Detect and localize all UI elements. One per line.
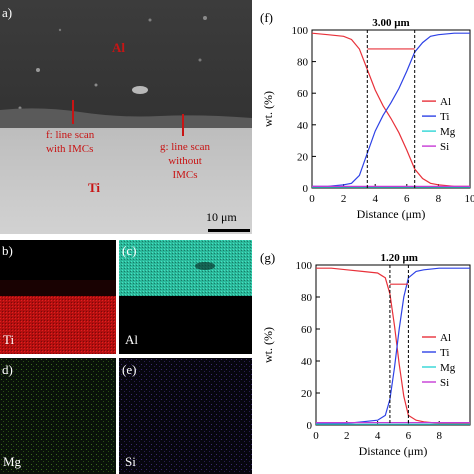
- y-tick-label: 40: [301, 356, 313, 368]
- series-line-ti: [312, 32, 470, 187]
- plot-frame-g: [315, 264, 471, 426]
- x-tick-label: 2: [341, 193, 347, 205]
- line-scan-g-caption: g: line scan without IMCs: [148, 140, 222, 182]
- legend-label-ti: Ti: [440, 111, 449, 123]
- y-tick-label: 80: [297, 57, 309, 69]
- al-map-element: Al: [125, 332, 138, 347]
- plot-frame-f: [311, 29, 471, 189]
- x-tick-label: 6: [406, 430, 412, 442]
- line-scan-g-marker: [182, 114, 184, 136]
- sem-image-panel: a) Al Ti f: line scan with IMCs g: line …: [0, 0, 252, 234]
- x-axis-label: Distance (μm): [357, 207, 426, 221]
- x-tick-label: 4: [372, 193, 378, 205]
- ti-map: [0, 280, 116, 354]
- legend-label-mg: Mg: [440, 362, 456, 374]
- y-tick-label: 100: [292, 25, 309, 37]
- al-map-panel: (c) Al: [119, 240, 252, 354]
- y-tick-label: 0: [303, 183, 309, 195]
- x-axis-label: Distance (μm): [359, 444, 428, 458]
- legend-label-si: Si: [440, 377, 449, 389]
- si-map: [119, 358, 252, 474]
- x-tick-label: 8: [436, 193, 442, 205]
- mg-map-panel: d) Mg: [0, 358, 116, 474]
- y-tick-label: 100: [296, 260, 313, 272]
- line-scan-chart-g: (g) 0 20 40 60 80 100 0 2 4 6 8 Distance (μm) wt. (%)…: [260, 250, 471, 458]
- si-map-panel: (e) Si: [119, 358, 252, 474]
- panel-a-label: a): [2, 5, 13, 20]
- al-map: [119, 240, 252, 296]
- width-annotation: 3.00 μm: [372, 17, 409, 29]
- x-tick-label: 0: [313, 430, 319, 442]
- line-scan-f-marker: [72, 100, 74, 124]
- x-tick-label: 8: [436, 430, 442, 442]
- y-tick-label: 80: [301, 292, 313, 304]
- x-tick-label: 6: [404, 193, 410, 205]
- x-tick-label: 2: [344, 430, 350, 442]
- legend-label-al: Al: [440, 96, 451, 108]
- y-axis-label: wt. (%): [261, 91, 275, 127]
- legend-label-ti: Ti: [440, 347, 449, 359]
- panel-label-f: (f): [260, 10, 273, 25]
- al-region-label: Al: [112, 40, 125, 55]
- legend-label-al: Al: [440, 332, 451, 344]
- y-tick-label: 0: [307, 420, 313, 432]
- x-tick-label: 0: [309, 193, 315, 205]
- panel-b-label: b): [2, 243, 13, 258]
- x-tick-label: 10: [465, 193, 474, 205]
- y-axis-label: wt. (%): [261, 327, 275, 363]
- mg-map: [0, 358, 116, 474]
- x-tick-label: 4: [375, 430, 381, 442]
- series-line-al: [311, 32, 470, 187]
- y-tick-label: 40: [297, 120, 309, 132]
- y-tick-label: 20: [301, 388, 313, 400]
- g-caption-line1: g: line scan: [159, 141, 211, 153]
- f-caption-line1: f: line scan: [46, 129, 95, 141]
- f-caption-line2: with IMCs: [46, 143, 94, 155]
- panel-e-label: (e): [122, 362, 137, 377]
- panel-label-g: (g): [260, 250, 275, 265]
- panel-c-label: (c): [122, 243, 137, 258]
- panel-d-label: d): [2, 362, 13, 377]
- ti-map-element: Ti: [3, 332, 15, 347]
- ti-map-panel: b) Ti: [0, 240, 116, 354]
- si-map-element: Si: [125, 454, 136, 469]
- y-tick-label: 60: [301, 324, 313, 336]
- g-caption-line2: without: [168, 155, 202, 167]
- y-tick-label: 60: [297, 88, 309, 100]
- legend-label-si: Si: [440, 141, 449, 153]
- line-scan-f-caption: f: line scan with IMCs: [46, 128, 94, 156]
- scale-bar-label: 10 μm: [206, 210, 237, 224]
- g-caption-line3: IMCs: [172, 169, 198, 181]
- ti-region-label: Ti: [88, 180, 101, 195]
- line-scan-chart-f: (f) 0 20 40 60 80 100 0 2 4 6 8 10 Distance (μm) wt. (…: [260, 10, 474, 221]
- sem-image: [0, 0, 252, 234]
- width-annotation: 1.20 μm: [380, 252, 417, 264]
- y-tick-label: 20: [297, 151, 309, 163]
- legend-label-mg: Mg: [440, 126, 456, 138]
- mg-map-element: Mg: [3, 454, 22, 469]
